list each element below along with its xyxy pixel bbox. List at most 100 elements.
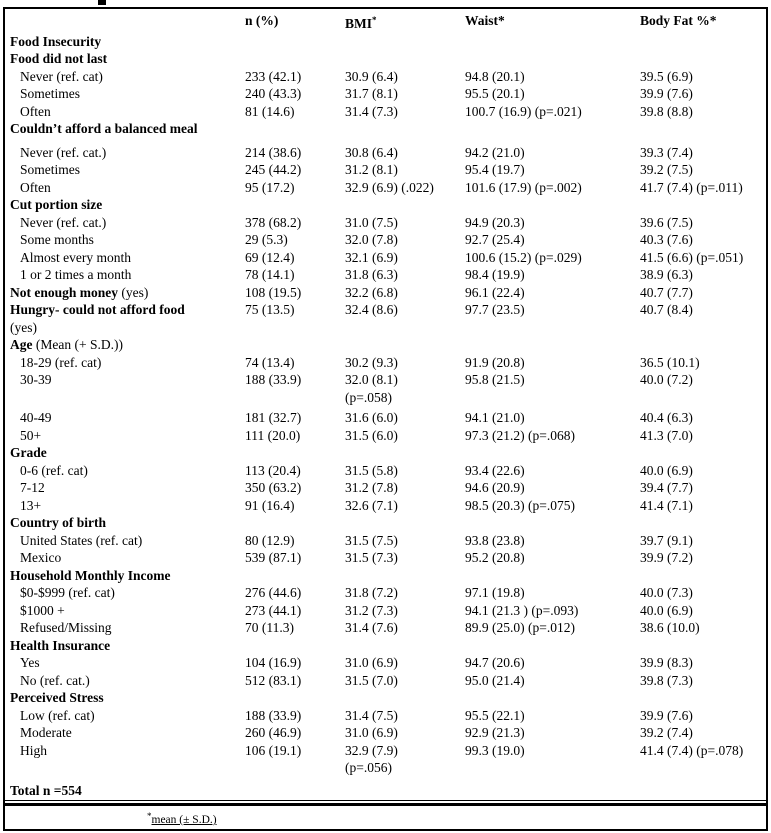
cell-waist: 101.6 (17.9) (p=.002)	[465, 179, 582, 195]
cell-bmi: 31.0 (7.5)	[345, 214, 398, 230]
cell-n: 188 (33.9)	[245, 707, 302, 723]
cell-waist: 100.6 (15.2) (p=.029)	[465, 249, 582, 265]
row-label: Food did not last	[10, 51, 108, 66]
row-label: Often	[20, 179, 51, 195]
cell-bmi	[345, 50, 465, 68]
section-row: Food Insecurity	[5, 33, 766, 51]
row-label: No (ref. cat.)	[20, 672, 90, 688]
cell-waist: 95.8 (21.5)	[465, 372, 525, 387]
row-label: 40-49	[20, 410, 52, 425]
cell-bmi	[345, 120, 465, 138]
cell-n: 78 (14.1)	[245, 267, 295, 282]
row-label: Grade	[10, 445, 47, 460]
row-label: 0-6 (ref. cat)	[20, 462, 88, 478]
cell-bodyfat: 38.9 (6.3)	[640, 267, 693, 282]
summary-table: n (%) BMI* Waist* Body Fat %* Food Insec…	[3, 7, 768, 831]
cell-n: 245 (44.2)	[245, 162, 302, 177]
table-row: Moderate 260 (46.9) 31.0 (6.9) 92.9 (21.3) 3…	[5, 724, 766, 742]
cell-bmi: 31.5 (7.5)	[345, 532, 398, 548]
cell-bodyfat	[640, 782, 766, 800]
row-label: Never (ref. cat.)	[20, 214, 107, 230]
cell-bmi: 31.6 (6.0)	[345, 410, 398, 425]
table-row: High 106 (19.1) 32.9 (7.9) (p=.056) 99.3 (19…	[5, 742, 766, 777]
cell-bmi: 30.8 (6.4)	[345, 144, 398, 160]
table-row: 40-49 181 (32.7) 31.6 (6.0) 94.1 (21.0) 40.4…	[5, 409, 766, 427]
row-label: Low (ref. cat)	[20, 707, 95, 723]
cell-waist: 95.5 (22.1)	[465, 707, 525, 723]
cell-waist: 94.9 (20.3)	[465, 214, 525, 230]
section-row: Perceived Stress	[5, 689, 766, 707]
table-row: No (ref. cat.) 512 (83.1) 31.5 (7.0) 95.0 (…	[5, 672, 766, 690]
cell-waist: 98.4 (19.9)	[465, 267, 525, 282]
cell-waist	[465, 33, 640, 51]
table-row: 50+ 111 (20.0) 31.5 (6.0) 97.3 (21.2) (p=.0…	[5, 427, 766, 445]
cell-waist	[465, 567, 640, 585]
cell-bmi	[345, 336, 465, 354]
cell-bmi: 32.1 (6.9)	[345, 249, 398, 265]
row-label: Age (Mean (+ S.D.))	[10, 337, 123, 352]
row-label: 18-29 (ref. cat)	[20, 354, 102, 370]
cell-bodyfat	[640, 50, 766, 68]
cell-waist	[465, 444, 640, 462]
cell-bmi: 31.2 (7.3)	[345, 602, 398, 618]
cell-bodyfat: 39.7 (9.1)	[640, 532, 693, 548]
cell-waist: 91.9 (20.8)	[465, 354, 525, 370]
cell-waist	[465, 50, 640, 68]
row-label: Moderate	[20, 725, 72, 740]
row-label: Never (ref. cat)	[20, 68, 103, 84]
cell-bodyfat	[640, 567, 766, 585]
table-row: 0-6 (ref. cat) 113 (20.4) 31.5 (5.8) 93.4 (…	[5, 462, 766, 480]
cell-bodyfat: 39.8 (7.3)	[640, 672, 693, 688]
table-row: United States (ref. cat) 80 (12.9) 31.5 (7…	[5, 532, 766, 550]
cell-waist: 94.1 (21.0)	[465, 410, 525, 425]
cell-bmi: 31.0 (6.9)	[345, 725, 398, 740]
table-row: Not enough money (yes) 108 (19.5) 32.2 (6.…	[5, 284, 766, 302]
cell-n: 80 (12.9)	[245, 532, 295, 548]
cell-n: 214 (38.6)	[245, 144, 302, 160]
cell-bmi: 31.8 (6.3)	[345, 267, 398, 282]
cell-bodyfat	[640, 336, 766, 354]
cell-bodyfat	[640, 514, 766, 532]
cell-waist: 94.1 (21.3 ) (p=.093)	[465, 602, 579, 618]
cell-waist: 95.0 (21.4)	[465, 672, 525, 688]
cell-bodyfat: 40.0 (6.9)	[640, 602, 693, 618]
cell-bmi: 31.4 (7.3)	[345, 103, 398, 119]
cell-bodyfat: 40.0 (6.9)	[640, 462, 693, 478]
row-label: Household Monthly Income	[10, 567, 171, 583]
table-row: $0-$999 (ref. cat) 276 (44.6) 31.8 (7.2) 97…	[5, 584, 766, 602]
cell-bmi: 31.5 (7.3)	[345, 550, 398, 565]
cell-n: 113 (20.4)	[245, 462, 301, 478]
table-row: $1000 + 273 (44.1) 31.2 (7.3) 94.1 (21.3 ) …	[5, 602, 766, 620]
cell-bodyfat: 39.8 (8.8)	[640, 103, 693, 119]
header-empty-cell	[5, 12, 245, 33]
col-header-bmi: BMI*	[345, 15, 377, 31]
table-bottom-rule	[5, 803, 766, 806]
cell-bmi: 32.0 (7.8)	[345, 232, 398, 247]
cell-waist: 94.2 (21.0)	[465, 144, 525, 160]
row-label: Some months	[20, 232, 94, 247]
cell-bodyfat: 40.7 (7.7)	[640, 284, 693, 300]
cell-waist	[465, 336, 640, 354]
cell-waist	[465, 637, 640, 655]
cell-waist: 100.7 (16.9) (p=.021)	[465, 103, 582, 119]
cell-n: 81 (14.6)	[245, 103, 295, 119]
cell-waist: 89.9 (25.0) (p=.012)	[465, 620, 575, 635]
col-header-waist: Waist*	[465, 13, 505, 28]
cell-bmi	[345, 196, 465, 214]
cell-bodyfat: 39.9 (7.2)	[640, 550, 693, 565]
row-label: $0-$999 (ref. cat)	[20, 585, 115, 600]
row-label: Couldn’t afford a balanced meal	[10, 121, 198, 136]
cell-bodyfat	[640, 444, 766, 462]
cell-n	[245, 689, 345, 707]
cell-bodyfat: 40.0 (7.2)	[640, 372, 693, 387]
cell-waist: 93.4 (22.6)	[465, 462, 525, 478]
table-row: 13+ 91 (16.4) 32.6 (7.1) 98.5 (20.3) (p=.07…	[5, 497, 766, 515]
cell-n: 539 (87.1)	[245, 550, 302, 565]
cell-bodyfat: 39.6 (7.5)	[640, 214, 693, 230]
cell-n	[245, 50, 345, 68]
cell-n: 104 (16.9)	[245, 655, 302, 670]
row-label: Almost every month	[20, 249, 131, 265]
cell-waist	[465, 514, 640, 532]
section-row: Food did not last	[5, 50, 766, 68]
cell-n: 350 (63.2)	[245, 480, 302, 495]
